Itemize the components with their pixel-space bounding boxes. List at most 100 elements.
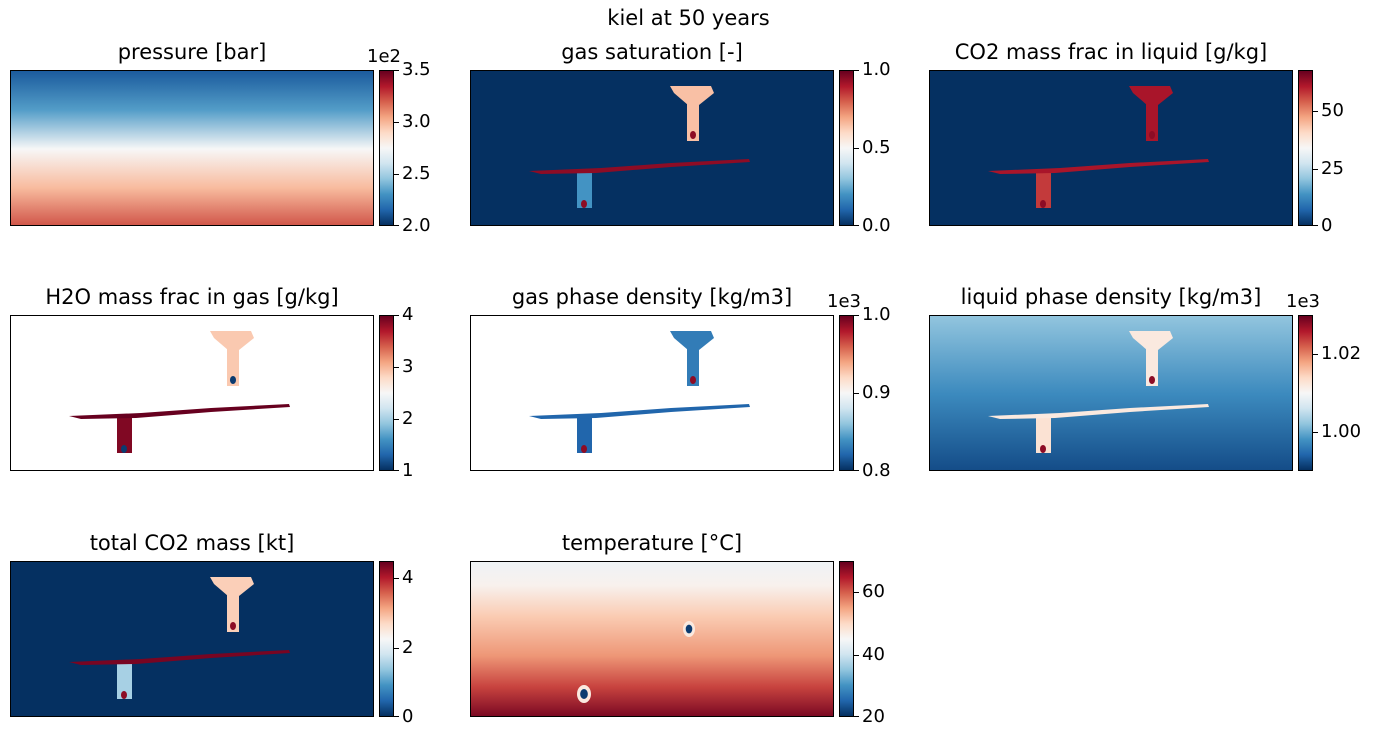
heatmap-field — [10, 70, 374, 226]
heatmap-svg — [11, 316, 373, 470]
colorbar-tick — [394, 367, 399, 368]
colorbar-tick — [854, 70, 859, 71]
colorbar-tick-label: 1 — [402, 460, 414, 481]
spreading-layer — [529, 159, 750, 174]
colorbar-tick — [854, 225, 859, 226]
well-marker — [230, 622, 236, 630]
heatmap-field — [470, 70, 834, 226]
well-marker — [581, 200, 587, 208]
colorbar-tick — [1313, 432, 1318, 433]
lower-plume-stem — [1036, 415, 1051, 453]
well-marker — [690, 376, 696, 384]
heatmap-svg — [471, 316, 833, 470]
well-marker — [230, 376, 236, 384]
field-background — [471, 71, 833, 225]
colorbar-tick — [394, 225, 399, 226]
colorbar-tick-label: 1.00 — [1321, 421, 1362, 442]
colorbar-tick — [854, 654, 859, 656]
colorbar-tick-label: 2 — [402, 408, 414, 429]
colorbar-tick-label: 3.5 — [402, 59, 431, 80]
colorbar — [839, 561, 854, 717]
heatmap-field — [470, 561, 834, 717]
colorbar-tick-label: 2.5 — [402, 163, 431, 184]
well-cold-spot — [685, 624, 693, 634]
colorbar-tick — [394, 716, 399, 717]
colorbar-tick-label: 2 — [402, 636, 414, 658]
colorbar-tick-label: 0.8 — [862, 460, 891, 481]
upper-plume-cap — [670, 331, 714, 373]
colorbar-tick-label: 1.0 — [862, 59, 891, 80]
colorbar-tick — [394, 315, 399, 316]
well-marker — [690, 131, 696, 139]
well-marker — [1149, 376, 1155, 384]
panel-title: total CO2 mass [kt] — [89, 531, 295, 555]
colorbar-tick — [854, 470, 859, 471]
colorbar-multiplier: 1e2 — [367, 46, 401, 67]
colorbar-tick-label: 1.02 — [1321, 343, 1362, 364]
heatmap-svg — [471, 562, 833, 716]
panel-title: gas phase density [kg/m3] — [511, 285, 793, 309]
upper-plume-cap — [1129, 331, 1173, 373]
colorbar-tick-label: 3.0 — [402, 111, 431, 132]
panel-title: temperature [°C] — [561, 531, 743, 555]
lower-plume-stem — [1036, 170, 1051, 208]
lower-plume-stem — [117, 661, 132, 699]
lower-plume-stem — [577, 415, 592, 453]
colorbar-tick-label: 4 — [402, 567, 414, 589]
panel-title: liquid phase density [kg/m3] — [960, 285, 1262, 309]
colorbar-tick — [1313, 225, 1318, 226]
heatmap-field — [470, 315, 834, 471]
spreading-layer — [988, 159, 1209, 174]
spreading-layer — [529, 404, 750, 419]
spreading-layer — [69, 404, 290, 419]
field-background — [471, 316, 833, 470]
well-marker — [121, 445, 127, 453]
spreading-layer — [988, 404, 1209, 419]
colorbar — [1298, 70, 1313, 226]
lower-plume-stem — [117, 415, 132, 453]
colorbar-tick — [1313, 354, 1318, 355]
lower-plume-stem — [577, 170, 592, 208]
field-background — [471, 562, 833, 716]
colorbar-tick-label: 0 — [1321, 215, 1333, 236]
colorbar-tick-label: 40 — [862, 643, 885, 665]
field-background — [930, 71, 1292, 225]
colorbar-multiplier: 1e3 — [1286, 291, 1320, 312]
colorbar — [379, 70, 394, 226]
upper-plume-cap — [1129, 86, 1173, 128]
panel-title: gas saturation [-] — [561, 40, 743, 64]
colorbar-tick — [854, 716, 859, 717]
colorbar — [1298, 315, 1313, 471]
upper-plume-cap — [670, 86, 714, 128]
colorbar-tick-label: 20 — [862, 706, 885, 727]
heatmap-svg — [11, 562, 373, 716]
heatmap-field — [929, 315, 1293, 471]
well-cold-spot — [580, 689, 588, 699]
heatmap-field — [10, 315, 374, 471]
colorbar-tick-label: 4 — [402, 304, 414, 325]
heatmap-svg — [930, 71, 1292, 225]
colorbar-tick-label: 1.0 — [862, 304, 891, 325]
colorbar-tick — [394, 470, 399, 471]
colorbar-tick-label: 3 — [402, 356, 414, 377]
panel-title: pressure [bar] — [117, 40, 267, 64]
heatmap-field — [929, 70, 1293, 226]
well-marker — [1149, 131, 1155, 139]
panel-title: CO2 mass frac in liquid [g/kg] — [954, 40, 1268, 64]
spreading-layer — [69, 650, 290, 665]
colorbar-tick — [1313, 111, 1318, 113]
heatmap-svg — [471, 71, 833, 225]
colorbar-tick-label: 0.9 — [862, 382, 891, 403]
colorbar-tick-label: 25 — [1321, 157, 1344, 179]
colorbar-multiplier: 1e3 — [827, 291, 861, 312]
colorbar-tick — [1313, 168, 1318, 170]
field-background — [930, 316, 1292, 470]
colorbar-tick — [394, 419, 399, 420]
colorbar-tick-label: 2.0 — [402, 215, 431, 236]
well-marker — [121, 691, 127, 699]
heatmap-svg — [11, 71, 373, 225]
figure-title: kiel at 50 years — [607, 6, 770, 30]
colorbar-tick-label: 50 — [1321, 100, 1344, 122]
colorbar-tick — [854, 393, 859, 394]
colorbar-tick-label: 0.0 — [862, 215, 891, 236]
